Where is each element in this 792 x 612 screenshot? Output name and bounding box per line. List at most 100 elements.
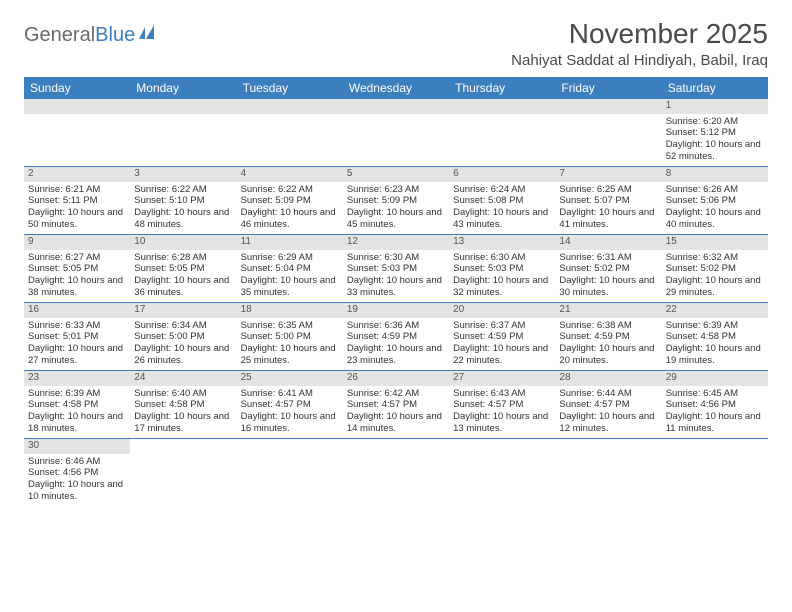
day-cell: 15Sunrise: 6:32 AMSunset: 5:02 PMDayligh… — [662, 235, 768, 302]
daylight: Daylight: 10 hours and 12 minutes. — [559, 411, 657, 435]
sunset: Sunset: 5:10 PM — [134, 195, 232, 207]
day-body: Sunrise: 6:22 AMSunset: 5:09 PMDaylight:… — [237, 182, 343, 235]
weekday-header: SundayMondayTuesdayWednesdayThursdayFrid… — [24, 77, 768, 99]
weekday-saturday: Saturday — [662, 77, 768, 99]
week-row: 2Sunrise: 6:21 AMSunset: 5:11 PMDaylight… — [24, 167, 768, 235]
day-number: 8 — [662, 167, 768, 182]
day-cell: 30Sunrise: 6:46 AMSunset: 4:56 PMDayligh… — [24, 439, 130, 506]
day-cell: 26Sunrise: 6:42 AMSunset: 4:57 PMDayligh… — [343, 371, 449, 438]
day-number: 2 — [24, 167, 130, 182]
empty-cell — [343, 99, 449, 166]
day-cell: 3Sunrise: 6:22 AMSunset: 5:10 PMDaylight… — [130, 167, 236, 234]
day-cell: 24Sunrise: 6:40 AMSunset: 4:58 PMDayligh… — [130, 371, 236, 438]
daylight: Daylight: 10 hours and 38 minutes. — [28, 275, 126, 299]
day-body: Sunrise: 6:20 AMSunset: 5:12 PMDaylight:… — [662, 114, 768, 167]
daylight: Daylight: 10 hours and 41 minutes. — [559, 207, 657, 231]
day-body: Sunrise: 6:27 AMSunset: 5:05 PMDaylight:… — [24, 250, 130, 303]
day-body: Sunrise: 6:23 AMSunset: 5:09 PMDaylight:… — [343, 182, 449, 235]
day-body: Sunrise: 6:32 AMSunset: 5:02 PMDaylight:… — [662, 250, 768, 303]
daylight: Daylight: 10 hours and 16 minutes. — [241, 411, 339, 435]
day-cell: 18Sunrise: 6:35 AMSunset: 5:00 PMDayligh… — [237, 303, 343, 370]
sunrise: Sunrise: 6:30 AM — [347, 252, 445, 264]
sunrise: Sunrise: 6:39 AM — [666, 320, 764, 332]
day-cell: 29Sunrise: 6:45 AMSunset: 4:56 PMDayligh… — [662, 371, 768, 438]
sunrise: Sunrise: 6:41 AM — [241, 388, 339, 400]
empty-bar — [555, 99, 661, 114]
sunrise: Sunrise: 6:34 AM — [134, 320, 232, 332]
day-body: Sunrise: 6:29 AMSunset: 5:04 PMDaylight:… — [237, 250, 343, 303]
sunrise: Sunrise: 6:44 AM — [559, 388, 657, 400]
day-number: 30 — [24, 439, 130, 454]
daylight: Daylight: 10 hours and 27 minutes. — [28, 343, 126, 367]
sunset: Sunset: 5:09 PM — [347, 195, 445, 207]
sunrise: Sunrise: 6:26 AM — [666, 184, 764, 196]
sunset: Sunset: 5:00 PM — [134, 331, 232, 343]
day-cell: 28Sunrise: 6:44 AMSunset: 4:57 PMDayligh… — [555, 371, 661, 438]
day-cell: 14Sunrise: 6:31 AMSunset: 5:02 PMDayligh… — [555, 235, 661, 302]
empty-cell — [237, 99, 343, 166]
sunset: Sunset: 5:01 PM — [28, 331, 126, 343]
empty-bar — [343, 99, 449, 114]
month-title: November 2025 — [511, 18, 768, 50]
day-cell: 27Sunrise: 6:43 AMSunset: 4:57 PMDayligh… — [449, 371, 555, 438]
day-body: Sunrise: 6:37 AMSunset: 4:59 PMDaylight:… — [449, 318, 555, 371]
day-body: Sunrise: 6:30 AMSunset: 5:03 PMDaylight:… — [343, 250, 449, 303]
empty-bar — [237, 99, 343, 114]
weekday-thursday: Thursday — [449, 77, 555, 99]
daylight: Daylight: 10 hours and 23 minutes. — [347, 343, 445, 367]
day-body: Sunrise: 6:40 AMSunset: 4:58 PMDaylight:… — [130, 386, 236, 439]
day-body: Sunrise: 6:31 AMSunset: 5:02 PMDaylight:… — [555, 250, 661, 303]
week-row: 16Sunrise: 6:33 AMSunset: 5:01 PMDayligh… — [24, 303, 768, 371]
day-number: 13 — [449, 235, 555, 250]
day-cell: 2Sunrise: 6:21 AMSunset: 5:11 PMDaylight… — [24, 167, 130, 234]
daylight: Daylight: 10 hours and 25 minutes. — [241, 343, 339, 367]
sunrise: Sunrise: 6:33 AM — [28, 320, 126, 332]
day-body: Sunrise: 6:44 AMSunset: 4:57 PMDaylight:… — [555, 386, 661, 439]
day-body: Sunrise: 6:39 AMSunset: 4:58 PMDaylight:… — [662, 318, 768, 371]
day-body: Sunrise: 6:39 AMSunset: 4:58 PMDaylight:… — [24, 386, 130, 439]
sunset: Sunset: 4:56 PM — [28, 467, 126, 479]
empty-cell — [662, 439, 768, 506]
sunset: Sunset: 5:05 PM — [134, 263, 232, 275]
day-body: Sunrise: 6:45 AMSunset: 4:56 PMDaylight:… — [662, 386, 768, 439]
logo-text-2: Blue — [95, 24, 135, 47]
sunrise: Sunrise: 6:21 AM — [28, 184, 126, 196]
daylight: Daylight: 10 hours and 32 minutes. — [453, 275, 551, 299]
weekday-friday: Friday — [555, 77, 661, 99]
empty-bar — [449, 99, 555, 114]
day-number: 16 — [24, 303, 130, 318]
daylight: Daylight: 10 hours and 19 minutes. — [666, 343, 764, 367]
sunset: Sunset: 5:02 PM — [559, 263, 657, 275]
day-body: Sunrise: 6:30 AMSunset: 5:03 PMDaylight:… — [449, 250, 555, 303]
calendar: SundayMondayTuesdayWednesdayThursdayFrid… — [24, 77, 768, 506]
day-body: Sunrise: 6:24 AMSunset: 5:08 PMDaylight:… — [449, 182, 555, 235]
empty-cell — [555, 99, 661, 166]
day-number: 29 — [662, 371, 768, 386]
sunrise: Sunrise: 6:32 AM — [666, 252, 764, 264]
day-number: 22 — [662, 303, 768, 318]
sunset: Sunset: 5:07 PM — [559, 195, 657, 207]
sunset: Sunset: 4:57 PM — [453, 399, 551, 411]
day-body: Sunrise: 6:22 AMSunset: 5:10 PMDaylight:… — [130, 182, 236, 235]
day-cell: 12Sunrise: 6:30 AMSunset: 5:03 PMDayligh… — [343, 235, 449, 302]
daylight: Daylight: 10 hours and 13 minutes. — [453, 411, 551, 435]
day-number: 14 — [555, 235, 661, 250]
sunrise: Sunrise: 6:28 AM — [134, 252, 232, 264]
daylight: Daylight: 10 hours and 48 minutes. — [134, 207, 232, 231]
day-number: 3 — [130, 167, 236, 182]
day-cell: 25Sunrise: 6:41 AMSunset: 4:57 PMDayligh… — [237, 371, 343, 438]
daylight: Daylight: 10 hours and 43 minutes. — [453, 207, 551, 231]
sunset: Sunset: 5:03 PM — [347, 263, 445, 275]
empty-cell — [449, 439, 555, 506]
day-body: Sunrise: 6:26 AMSunset: 5:06 PMDaylight:… — [662, 182, 768, 235]
sunrise: Sunrise: 6:45 AM — [666, 388, 764, 400]
sunrise: Sunrise: 6:35 AM — [241, 320, 339, 332]
day-cell: 22Sunrise: 6:39 AMSunset: 4:58 PMDayligh… — [662, 303, 768, 370]
daylight: Daylight: 10 hours and 29 minutes. — [666, 275, 764, 299]
day-body: Sunrise: 6:38 AMSunset: 4:59 PMDaylight:… — [555, 318, 661, 371]
sunrise: Sunrise: 6:27 AM — [28, 252, 126, 264]
day-cell: 4Sunrise: 6:22 AMSunset: 5:09 PMDaylight… — [237, 167, 343, 234]
daylight: Daylight: 10 hours and 46 minutes. — [241, 207, 339, 231]
day-cell: 11Sunrise: 6:29 AMSunset: 5:04 PMDayligh… — [237, 235, 343, 302]
empty-bar — [24, 99, 130, 114]
